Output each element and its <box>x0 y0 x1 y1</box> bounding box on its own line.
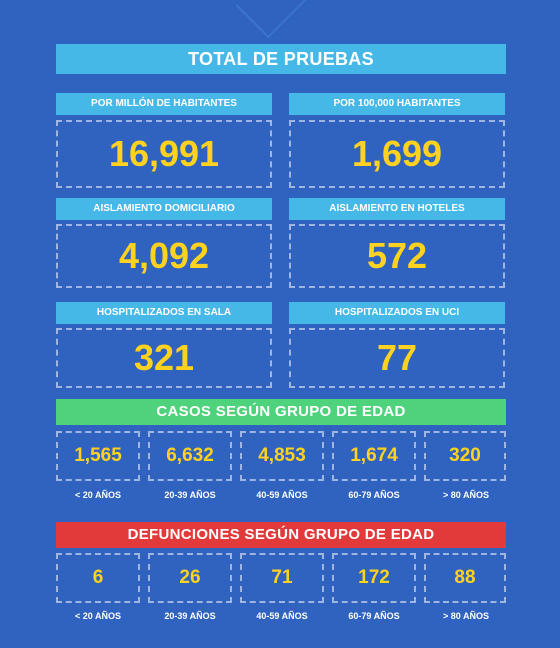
metric-label-1: POR MILLÓN DE HABITANTES <box>56 93 272 115</box>
deaths-age-4: 172 <box>332 553 416 603</box>
metric-value-4: 572 <box>289 224 505 288</box>
metric-value-6: 77 <box>289 328 505 388</box>
cases-age-label-3: 40-59 AÑOS <box>256 490 308 500</box>
metric-label-4: AISLAMIENTO EN HOTELES <box>289 198 505 220</box>
deaths-age-label-1: < 20 AÑOS <box>75 611 121 621</box>
cases-by-age-banner: CASOS SEGÚN GRUPO DE EDAD <box>56 399 506 425</box>
deaths-age-label-2: 20-39 AÑOS <box>164 611 216 621</box>
deaths-age-label-5: > 80 AÑOS <box>443 611 489 621</box>
cases-age-1: 1,565 <box>56 431 140 481</box>
cases-age-label-2: 20-39 AÑOS <box>164 490 216 500</box>
deaths-age-1: 6 <box>56 553 140 603</box>
cases-age-4: 1,674 <box>332 431 416 481</box>
metric-value-3: 4,092 <box>56 224 272 288</box>
total-pruebas-banner: TOTAL DE PRUEBAS <box>56 44 506 74</box>
deaths-age-label-3: 40-59 AÑOS <box>256 611 308 621</box>
metric-value-2: 1,699 <box>289 120 505 188</box>
deaths-age-2: 26 <box>148 553 232 603</box>
metric-label-3: AISLAMIENTO DOMICILIARIO <box>56 198 272 220</box>
deaths-age-label-4: 60-79 AÑOS <box>348 611 400 621</box>
cases-age-label-5: > 80 AÑOS <box>443 490 489 500</box>
deaths-by-age-banner: DEFUNCIONES SEGÚN GRUPO DE EDAD <box>56 522 506 548</box>
cases-age-label-1: < 20 AÑOS <box>75 490 121 500</box>
cases-age-label-4: 60-79 AÑOS <box>348 490 400 500</box>
metric-value-5: 321 <box>56 328 272 388</box>
top-decoration <box>235 0 327 39</box>
metric-label-2: POR 100,000 HABITANTES <box>289 93 505 115</box>
cases-age-2: 6,632 <box>148 431 232 481</box>
cases-age-5: 320 <box>424 431 506 481</box>
cases-age-3: 4,853 <box>240 431 324 481</box>
metric-value-1: 16,991 <box>56 120 272 188</box>
metric-label-6: HOSPITALIZADOS EN UCI <box>289 302 505 324</box>
deaths-age-5: 88 <box>424 553 506 603</box>
deaths-age-3: 71 <box>240 553 324 603</box>
metric-label-5: HOSPITALIZADOS EN SALA <box>56 302 272 324</box>
